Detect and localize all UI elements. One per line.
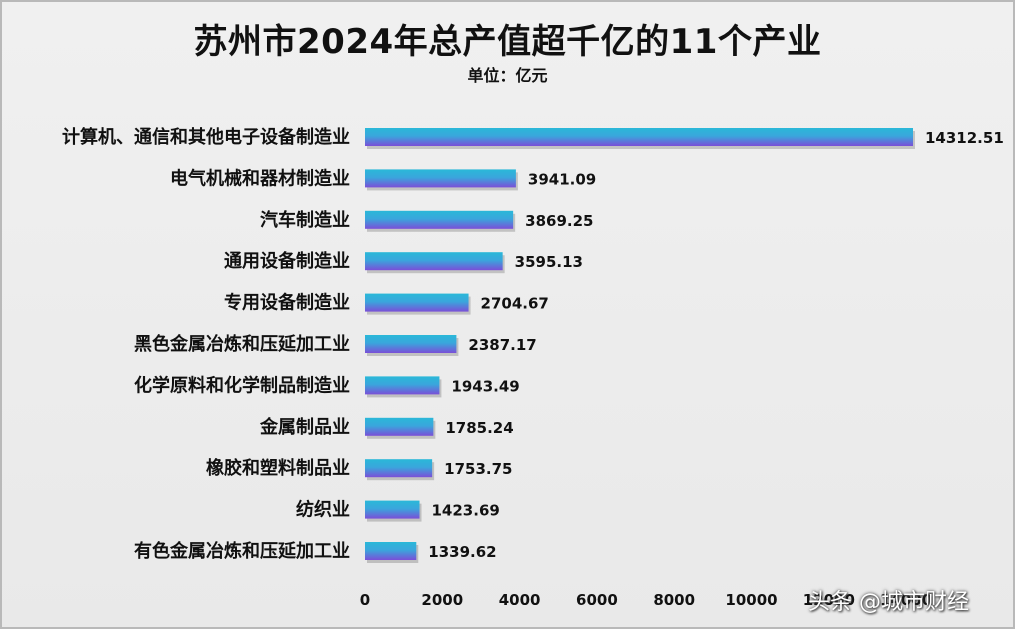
bar	[365, 500, 420, 519]
x-tick-label: 2000	[421, 591, 463, 609]
value-label: 1423.69	[432, 502, 500, 520]
category-label: 计算机、通信和其他电子设备制造业	[62, 126, 350, 148]
value-label: 1753.75	[444, 460, 512, 478]
value-label: 1943.49	[451, 377, 519, 395]
chart-subtitle: 单位：亿元	[467, 66, 548, 85]
bar	[365, 417, 434, 436]
value-label: 1785.24	[445, 419, 513, 437]
bar	[365, 293, 469, 312]
value-label: 3941.09	[528, 170, 596, 188]
bar	[365, 128, 913, 146]
value-label: 2387.17	[468, 336, 536, 354]
x-tick-label: 8000	[653, 591, 695, 609]
value-label: 3595.13	[515, 253, 583, 271]
bar	[365, 376, 440, 395]
watermark: 头条 @城市财经	[808, 590, 969, 615]
category-label: 纺织业	[296, 499, 350, 521]
category-label: 金属制品业	[259, 416, 350, 438]
bar	[365, 169, 516, 188]
chart-title: 苏州市2024年总产值超千亿的11个产业	[193, 22, 822, 62]
category-label: 有色金属冶炼和压延加工业	[134, 540, 350, 562]
category-label: 橡胶和塑料制品业	[206, 457, 350, 479]
category-label: 专用设备制造业	[224, 292, 350, 314]
bar	[365, 459, 433, 478]
bar	[365, 542, 417, 560]
category-label: 电气机械和器材制造业	[170, 167, 350, 189]
value-label: 3869.25	[525, 212, 593, 230]
category-label: 通用设备制造业	[224, 250, 350, 272]
x-tick-label: 14000	[880, 591, 932, 609]
x-tick-label: 10000	[725, 591, 777, 609]
x-tick-label: 6000	[576, 591, 618, 609]
category-label: 汽车制造业	[260, 209, 350, 231]
value-label: 2704.67	[481, 295, 549, 313]
value-label: 14312.51	[925, 129, 1004, 147]
category-label: 黑色金属冶炼和压延加工业	[134, 333, 350, 355]
bars-group: 计算机、通信和其他电子设备制造业 14312.51 电气机械和器材制造业 3941.0…	[62, 126, 1004, 563]
bar	[365, 252, 503, 271]
bar	[365, 335, 457, 353]
x-tick-label: 12000	[803, 591, 855, 609]
value-label: 1339.62	[428, 543, 496, 561]
category-label: 化学原料和化学制品制造业	[134, 374, 350, 396]
bar	[365, 210, 514, 229]
x-axis-ticks: 0 2000 4000 6000 8000 10000 12000 14000	[360, 591, 932, 609]
x-tick-label: 4000	[499, 591, 541, 609]
x-tick-label: 0	[360, 591, 370, 609]
